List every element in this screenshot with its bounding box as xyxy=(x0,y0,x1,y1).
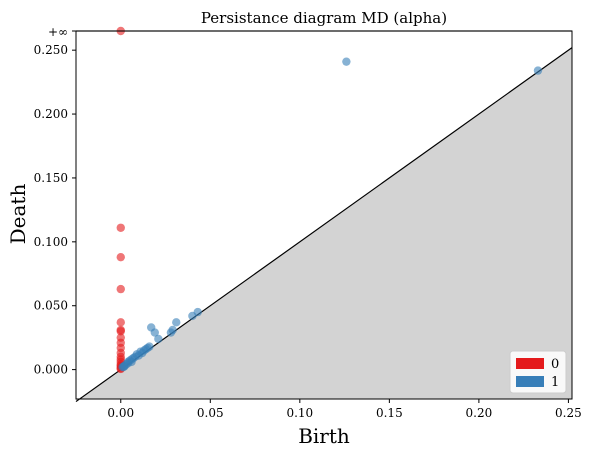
data-point xyxy=(342,57,351,66)
y-axis-label: Death xyxy=(6,184,30,245)
y-tick-label: 0.100 xyxy=(34,235,68,249)
legend-swatch-1 xyxy=(516,376,544,387)
legend-swatch-0 xyxy=(516,358,544,369)
data-point xyxy=(154,334,163,344)
data-point xyxy=(166,328,176,337)
plot-area xyxy=(75,26,573,403)
x-axis-label: Birth xyxy=(298,424,350,448)
x-tick-label: 0.20 xyxy=(466,406,493,420)
y-tick-label: 0.250 xyxy=(34,43,68,57)
y-tick-label-infinity: +∞ xyxy=(48,25,68,39)
data-point xyxy=(134,351,143,360)
data-point xyxy=(143,343,152,353)
y-tick-label: 0.050 xyxy=(34,299,68,313)
y-axis: 0.000 0.050 0.100 0.150 0.200 0.250 +∞ xyxy=(34,25,76,377)
x-tick-label: 0.15 xyxy=(376,406,403,420)
data-point xyxy=(193,307,202,317)
x-tick-label: 0.10 xyxy=(286,406,313,420)
data-point xyxy=(172,318,181,327)
data-point xyxy=(150,328,159,337)
chart-title: Persistance diagram MD (alpha) xyxy=(201,9,447,27)
data-point xyxy=(533,66,543,75)
legend-label-0: 0 xyxy=(551,357,559,372)
y-tick-label: 0.150 xyxy=(34,171,68,185)
legend-label-1: 1 xyxy=(551,375,559,390)
data-point xyxy=(116,252,125,262)
data-point xyxy=(116,284,125,294)
x-tick-label: 0.25 xyxy=(555,406,582,420)
data-point xyxy=(127,357,136,367)
series-0 xyxy=(116,26,125,374)
data-point xyxy=(119,362,128,372)
x-axis: 0.00 0.05 0.10 0.15 0.20 0.25 xyxy=(107,399,582,420)
plot-frame xyxy=(75,30,573,400)
x-tick-label: 0.05 xyxy=(197,406,224,420)
legend: 01 xyxy=(509,350,567,394)
data-point xyxy=(116,223,125,232)
x-tick-label: 0.00 xyxy=(107,406,134,420)
data-point xyxy=(116,327,125,336)
data-point xyxy=(116,318,125,327)
series-1 xyxy=(118,57,543,372)
y-tick-label: 0.000 xyxy=(34,363,68,377)
y-tick-label: 0.200 xyxy=(34,107,68,121)
